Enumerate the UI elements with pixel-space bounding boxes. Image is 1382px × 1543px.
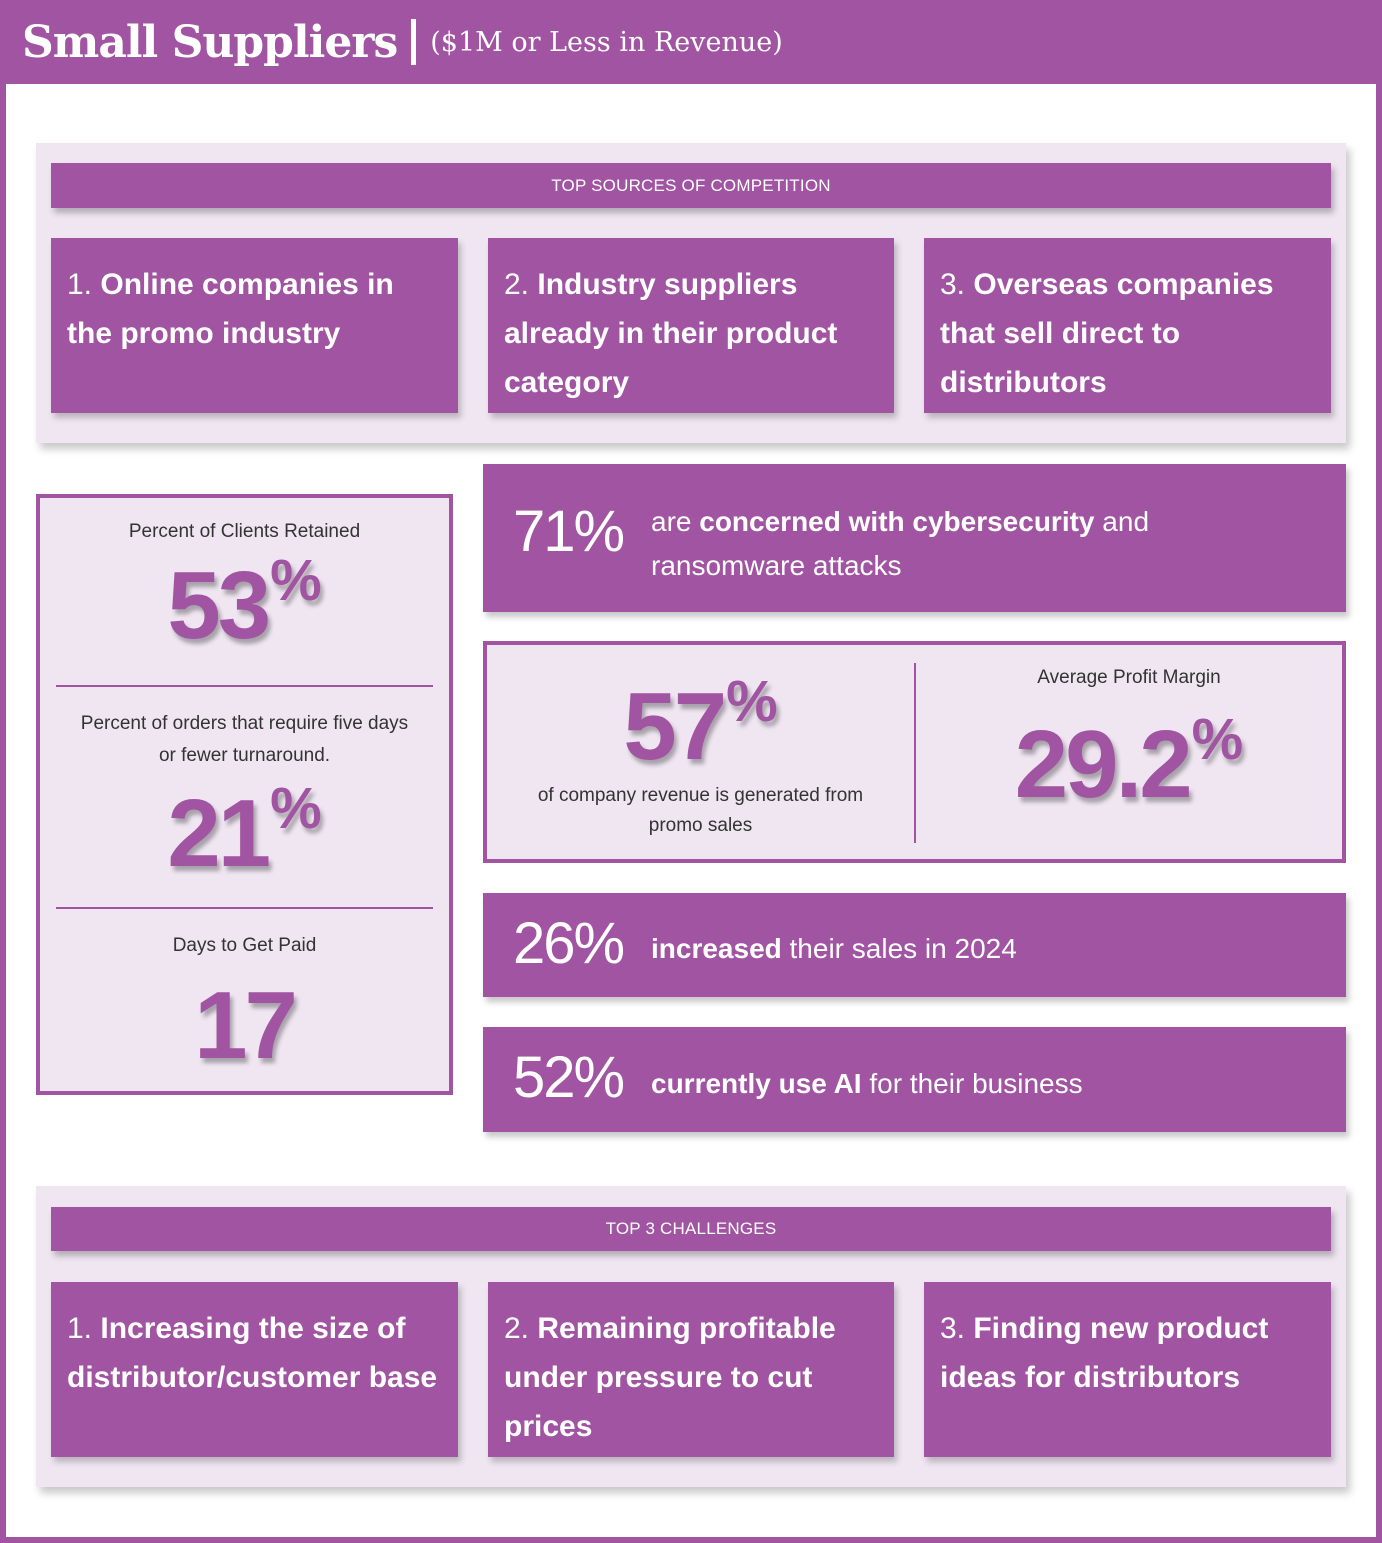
stat-divider bbox=[56, 685, 433, 687]
profit-margin-stat: Average Profit Margin 29.2% bbox=[916, 663, 1342, 813]
text-segment: are bbox=[651, 506, 700, 537]
stat-number: 17 bbox=[194, 972, 298, 1079]
sales-increase-percent: 26% bbox=[513, 911, 625, 976]
profit-margin-unit: % bbox=[1191, 707, 1244, 772]
competition-card-1: 1. Online companies in the promo industr… bbox=[51, 238, 458, 413]
competition-heading: TOP SOURCES OF COMPETITION bbox=[51, 163, 1331, 208]
competition-number: 2. bbox=[504, 268, 538, 301]
stat-value: 21% bbox=[167, 780, 321, 882]
stat-number: 53 bbox=[167, 552, 271, 659]
cybersecurity-card: 71% are concerned with cybersecurity and… bbox=[483, 464, 1346, 612]
page-header: Small Suppliers ($1M or Less in Revenue) bbox=[0, 0, 1382, 84]
competition-number: 3. bbox=[940, 268, 974, 301]
ai-use-percent: 52% bbox=[513, 1045, 625, 1110]
page-title: Small Suppliers bbox=[22, 16, 398, 68]
ai-use-text: currently use AI for their business bbox=[651, 1062, 1331, 1106]
stat-label: Percent of orders that require five days… bbox=[80, 713, 409, 766]
text-segment: their sales in 2024 bbox=[781, 933, 1017, 964]
stat-label: Percent of Clients Retained bbox=[128, 521, 361, 542]
stat-unit: % bbox=[270, 548, 322, 613]
challenge-text: Remaining profitable under pressure to c… bbox=[504, 1312, 836, 1443]
cybersecurity-percent: 71% bbox=[513, 499, 625, 564]
revenue-value: 57% bbox=[623, 673, 777, 775]
left-stats-panel: Percent of Clients Retained 53% Percent … bbox=[36, 494, 453, 1095]
competition-text: Overseas companies that sell direct to d… bbox=[940, 268, 1274, 399]
competition-text: Industry suppliers already in their prod… bbox=[504, 268, 838, 399]
profit-margin-number: 29.2 bbox=[1014, 711, 1193, 818]
stat-value: 53% bbox=[167, 552, 321, 654]
title-divider bbox=[411, 19, 417, 65]
challenge-number: 3. bbox=[940, 1312, 974, 1345]
clients-retained-stat: Percent of Clients Retained 53% bbox=[40, 516, 449, 654]
stat-divider bbox=[56, 907, 433, 909]
stat-number: 21 bbox=[167, 780, 271, 887]
text-emphasis: currently use AI bbox=[651, 1068, 862, 1099]
profit-margin-label: Average Profit Margin bbox=[1037, 667, 1221, 688]
revenue-profit-panel: 57% of company revenue is generated from… bbox=[483, 641, 1346, 863]
challenge-card-3: 3. Finding new product ideas for distrib… bbox=[924, 1282, 1331, 1457]
text-segment: for their business bbox=[861, 1068, 1083, 1099]
page-subtitle: ($1M or Less in Revenue) bbox=[430, 26, 783, 58]
revenue-text: of company revenue is generated from pro… bbox=[537, 785, 864, 836]
cybersecurity-text: are concerned with cybersecurity and ran… bbox=[651, 500, 1271, 588]
competition-text: Online companies in the promo industry bbox=[67, 268, 394, 350]
challenge-text: Increasing the size of distributor/custo… bbox=[67, 1312, 438, 1394]
fast-turnaround-stat: Percent of orders that require five days… bbox=[40, 708, 449, 882]
challenge-card-2: 2. Remaining profitable under pressure t… bbox=[488, 1282, 894, 1457]
ai-use-card: 52% currently use AI for their business bbox=[483, 1027, 1346, 1132]
challenge-number: 1. bbox=[67, 1312, 101, 1345]
stat-value: 17 bbox=[194, 978, 298, 1074]
revenue-stat: 57% of company revenue is generated from… bbox=[487, 661, 914, 841]
text-emphasis: concerned with cybersecurity bbox=[699, 506, 1095, 537]
competition-card-2: 2. Industry suppliers already in their p… bbox=[488, 238, 894, 413]
stat-unit: % bbox=[270, 776, 322, 841]
challenge-number: 2. bbox=[504, 1312, 538, 1345]
vertical-divider bbox=[914, 663, 916, 843]
stat-label: Days to Get Paid bbox=[172, 935, 317, 956]
challenges-heading: TOP 3 CHALLENGES bbox=[51, 1207, 1331, 1251]
profit-margin-value: 29.2% bbox=[1015, 711, 1243, 813]
competition-card-3: 3. Overseas companies that sell direct t… bbox=[924, 238, 1331, 413]
competition-number: 1. bbox=[67, 268, 101, 301]
sales-increase-text: increased their sales in 2024 bbox=[651, 927, 1331, 971]
challenge-card-1: 1. Increasing the size of distributor/cu… bbox=[51, 1282, 458, 1457]
sales-increase-card: 26% increased their sales in 2024 bbox=[483, 893, 1346, 997]
challenge-text: Finding new product ideas for distributo… bbox=[940, 1312, 1269, 1394]
revenue-number: 57 bbox=[623, 673, 727, 780]
text-segment: and ransomware attacks bbox=[651, 506, 1150, 581]
revenue-unit: % bbox=[726, 669, 778, 734]
text-emphasis: increased bbox=[651, 933, 782, 964]
days-to-paid-stat: Days to Get Paid 17 bbox=[40, 930, 449, 1074]
